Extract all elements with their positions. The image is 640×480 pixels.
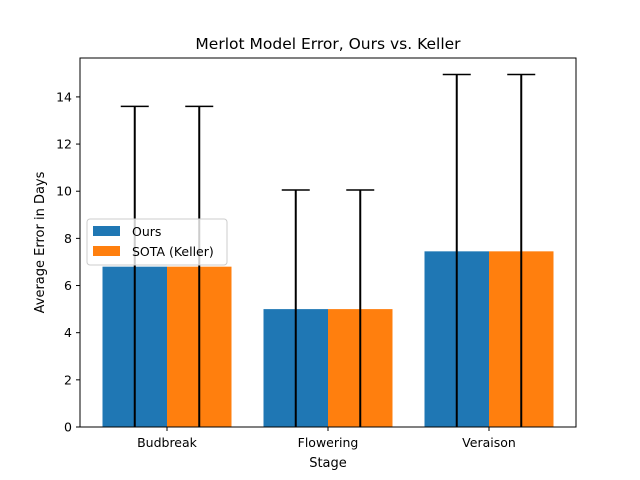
y-tick-label: 14 <box>56 89 72 104</box>
error-bar <box>442 73 471 427</box>
error-bar <box>346 189 375 427</box>
bars-group <box>102 251 554 427</box>
legend-frame <box>86 218 228 266</box>
error-bars-group <box>120 73 536 427</box>
chart-title: Merlot Model Error, Ours vs. Keller <box>195 35 461 53</box>
legend-swatch <box>93 226 120 236</box>
legend-swatch <box>93 246 120 256</box>
error-bar <box>281 189 310 427</box>
legend: Ours SOTA (Keller) <box>86 218 228 266</box>
x-tick-label: Veraison <box>462 435 516 450</box>
y-tick-label: 2 <box>64 372 72 387</box>
x-tick-label: Flowering <box>298 435 359 450</box>
y-axis-label: Average Error in Days <box>33 171 48 313</box>
y-tick-label: 6 <box>64 278 72 293</box>
error-bar <box>120 105 149 427</box>
legend-label: SOTA (Keller) <box>132 244 214 259</box>
y-tick-label: 0 <box>64 420 72 435</box>
error-bar <box>185 105 214 427</box>
legend-label: Ours <box>132 224 161 239</box>
y-tick-label: 8 <box>64 231 72 246</box>
x-axis: Budbreak Flowering Veraison <box>137 427 516 450</box>
x-tick-label: Budbreak <box>137 435 198 450</box>
x-axis-label: Stage <box>309 456 347 471</box>
y-tick-label: 12 <box>56 137 72 152</box>
y-axis: 0 2 4 6 8 10 12 14 <box>56 89 80 435</box>
error-bar <box>507 73 536 427</box>
y-tick-label: 10 <box>56 184 72 199</box>
y-tick-label: 4 <box>64 325 72 340</box>
